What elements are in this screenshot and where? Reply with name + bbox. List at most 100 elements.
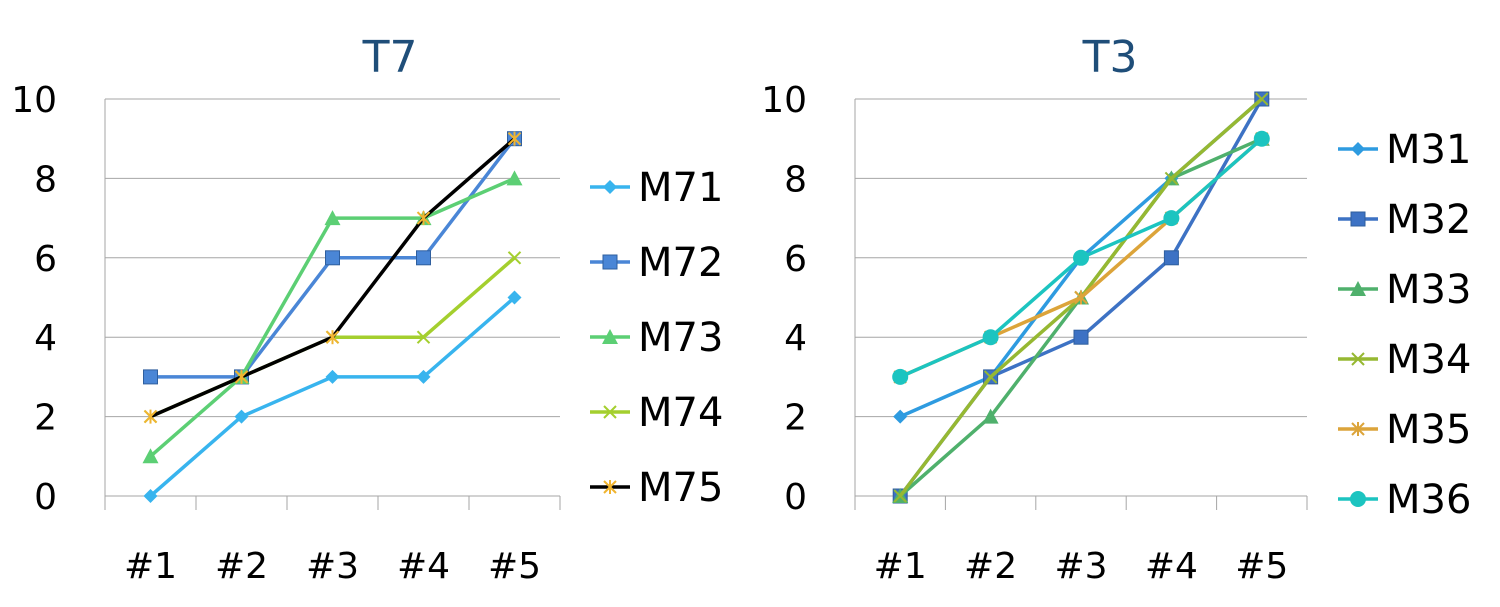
- legend-label: M31: [1386, 127, 1471, 173]
- legend-marker: [603, 405, 617, 419]
- data-point: [982, 329, 999, 346]
- x-tick-label: #1: [124, 546, 177, 587]
- legend-marker: [1351, 422, 1365, 436]
- legend-item-m32: M32: [1338, 197, 1471, 243]
- x-tick-label: #3: [306, 546, 359, 587]
- legend-marker-stroke: [1351, 352, 1365, 366]
- data-point: [983, 370, 998, 384]
- data-point: [893, 409, 908, 424]
- y-tick-label: 4: [34, 318, 57, 359]
- x-tick-label: #4: [1145, 546, 1198, 587]
- data-point: [416, 211, 431, 226]
- x-tick-label: #2: [215, 546, 268, 587]
- data-point: [507, 290, 522, 305]
- series-m71: [143, 290, 522, 503]
- x-tick-label: #4: [397, 546, 450, 587]
- legend-label: M32: [1386, 197, 1471, 243]
- legend-label: M34: [1386, 337, 1471, 383]
- data-point: [1164, 171, 1179, 186]
- series-line: [149, 296, 516, 498]
- y-tick-label: 8: [34, 159, 57, 200]
- y-tick-label: 4: [784, 318, 807, 359]
- data-point: [324, 210, 341, 226]
- legend-label: M36: [1386, 477, 1471, 523]
- y-tick-label: 2: [784, 398, 807, 439]
- legend-item-m75: M75: [590, 465, 723, 511]
- legend-item-m36: M36: [1338, 477, 1471, 523]
- legend-marker: [603, 180, 617, 194]
- data-point: [325, 369, 340, 384]
- data-point: [892, 368, 909, 385]
- data-point-stroke: [893, 489, 907, 503]
- x-tick-label: #2: [964, 546, 1017, 587]
- legend-label: M35: [1386, 407, 1471, 453]
- series-m36: [892, 130, 1270, 385]
- data-point: [1253, 130, 1270, 147]
- data-point: [893, 489, 907, 503]
- y-tick-label: 0: [784, 477, 807, 518]
- x-tick-label: #1: [874, 546, 927, 587]
- data-point: [325, 330, 340, 345]
- data-point: [1163, 210, 1180, 227]
- chart-title: T7: [362, 32, 418, 83]
- data-point: [142, 448, 159, 464]
- data-point: [416, 250, 431, 266]
- legend-label: M73: [638, 315, 723, 361]
- series-m75: [143, 131, 522, 424]
- legend-label: M71: [638, 165, 723, 211]
- data-point: [143, 409, 158, 424]
- data-point: [507, 131, 522, 146]
- legend-marker: [1351, 352, 1365, 366]
- data-point: [143, 369, 158, 385]
- y-tick-label: 2: [34, 398, 57, 439]
- data-point: [1073, 249, 1089, 266]
- data-point-stroke: [1164, 171, 1179, 186]
- series-m73: [142, 170, 523, 464]
- data-point: [1074, 290, 1088, 305]
- chart-t7: T7 0 2 4 6 8 10 #1 #2 #3 #4 #5 M71 M72 M73 M74 M75: [11, 32, 723, 587]
- x-tick-label: #3: [1054, 546, 1107, 587]
- data-point: [506, 170, 523, 186]
- legend-item-m35: M35: [1338, 407, 1471, 453]
- legend-label: M74: [638, 390, 723, 436]
- legend-item-m73: M73: [590, 315, 723, 361]
- legend-marker: [603, 480, 617, 494]
- legend-item-m71: M71: [590, 165, 723, 211]
- y-tick-label: 0: [34, 477, 57, 518]
- legend-marker: [602, 329, 618, 344]
- data-point-stroke: [507, 251, 522, 265]
- data-point-stroke: [416, 330, 431, 344]
- legend-marker-stroke: [603, 405, 617, 419]
- y-tick-label: 10: [761, 80, 807, 121]
- data-point: [1255, 92, 1269, 106]
- legend-label: M72: [638, 240, 723, 286]
- legend-item-m34: M34: [1338, 337, 1471, 383]
- legend-item-m33: M33: [1338, 267, 1471, 313]
- legend-marker: [1350, 491, 1366, 507]
- legend-label: M75: [638, 465, 723, 511]
- data-point-stroke: [983, 370, 998, 384]
- chart-t3: T3 0 2 4 6 8 10 #1 #2 #3 #4 #5 M31 M32 M33 M34 M35 M36: [761, 32, 1471, 587]
- legend-item-m31: M31: [1338, 127, 1471, 173]
- data-point: [507, 251, 522, 265]
- legend-item-m72: M72: [590, 240, 723, 286]
- data-point: [416, 369, 431, 384]
- data-point-stroke: [1255, 92, 1269, 106]
- legend-marker: [1351, 142, 1365, 156]
- y-tick-label: 6: [34, 239, 57, 280]
- data-point: [1163, 250, 1179, 266]
- y-tick-label: 8: [784, 159, 807, 200]
- y-tick-label: 6: [784, 239, 807, 280]
- x-tick-label: #5: [488, 546, 541, 587]
- y-tick-label: 10: [11, 80, 57, 121]
- data-point: [143, 489, 158, 503]
- legend-marker: [1350, 281, 1366, 296]
- legend-item-m74: M74: [590, 390, 723, 436]
- legend-label: M33: [1386, 267, 1471, 313]
- data-point: [234, 409, 249, 424]
- data-point: [416, 330, 431, 344]
- data-point: [982, 408, 999, 424]
- legend-marker: [602, 254, 618, 270]
